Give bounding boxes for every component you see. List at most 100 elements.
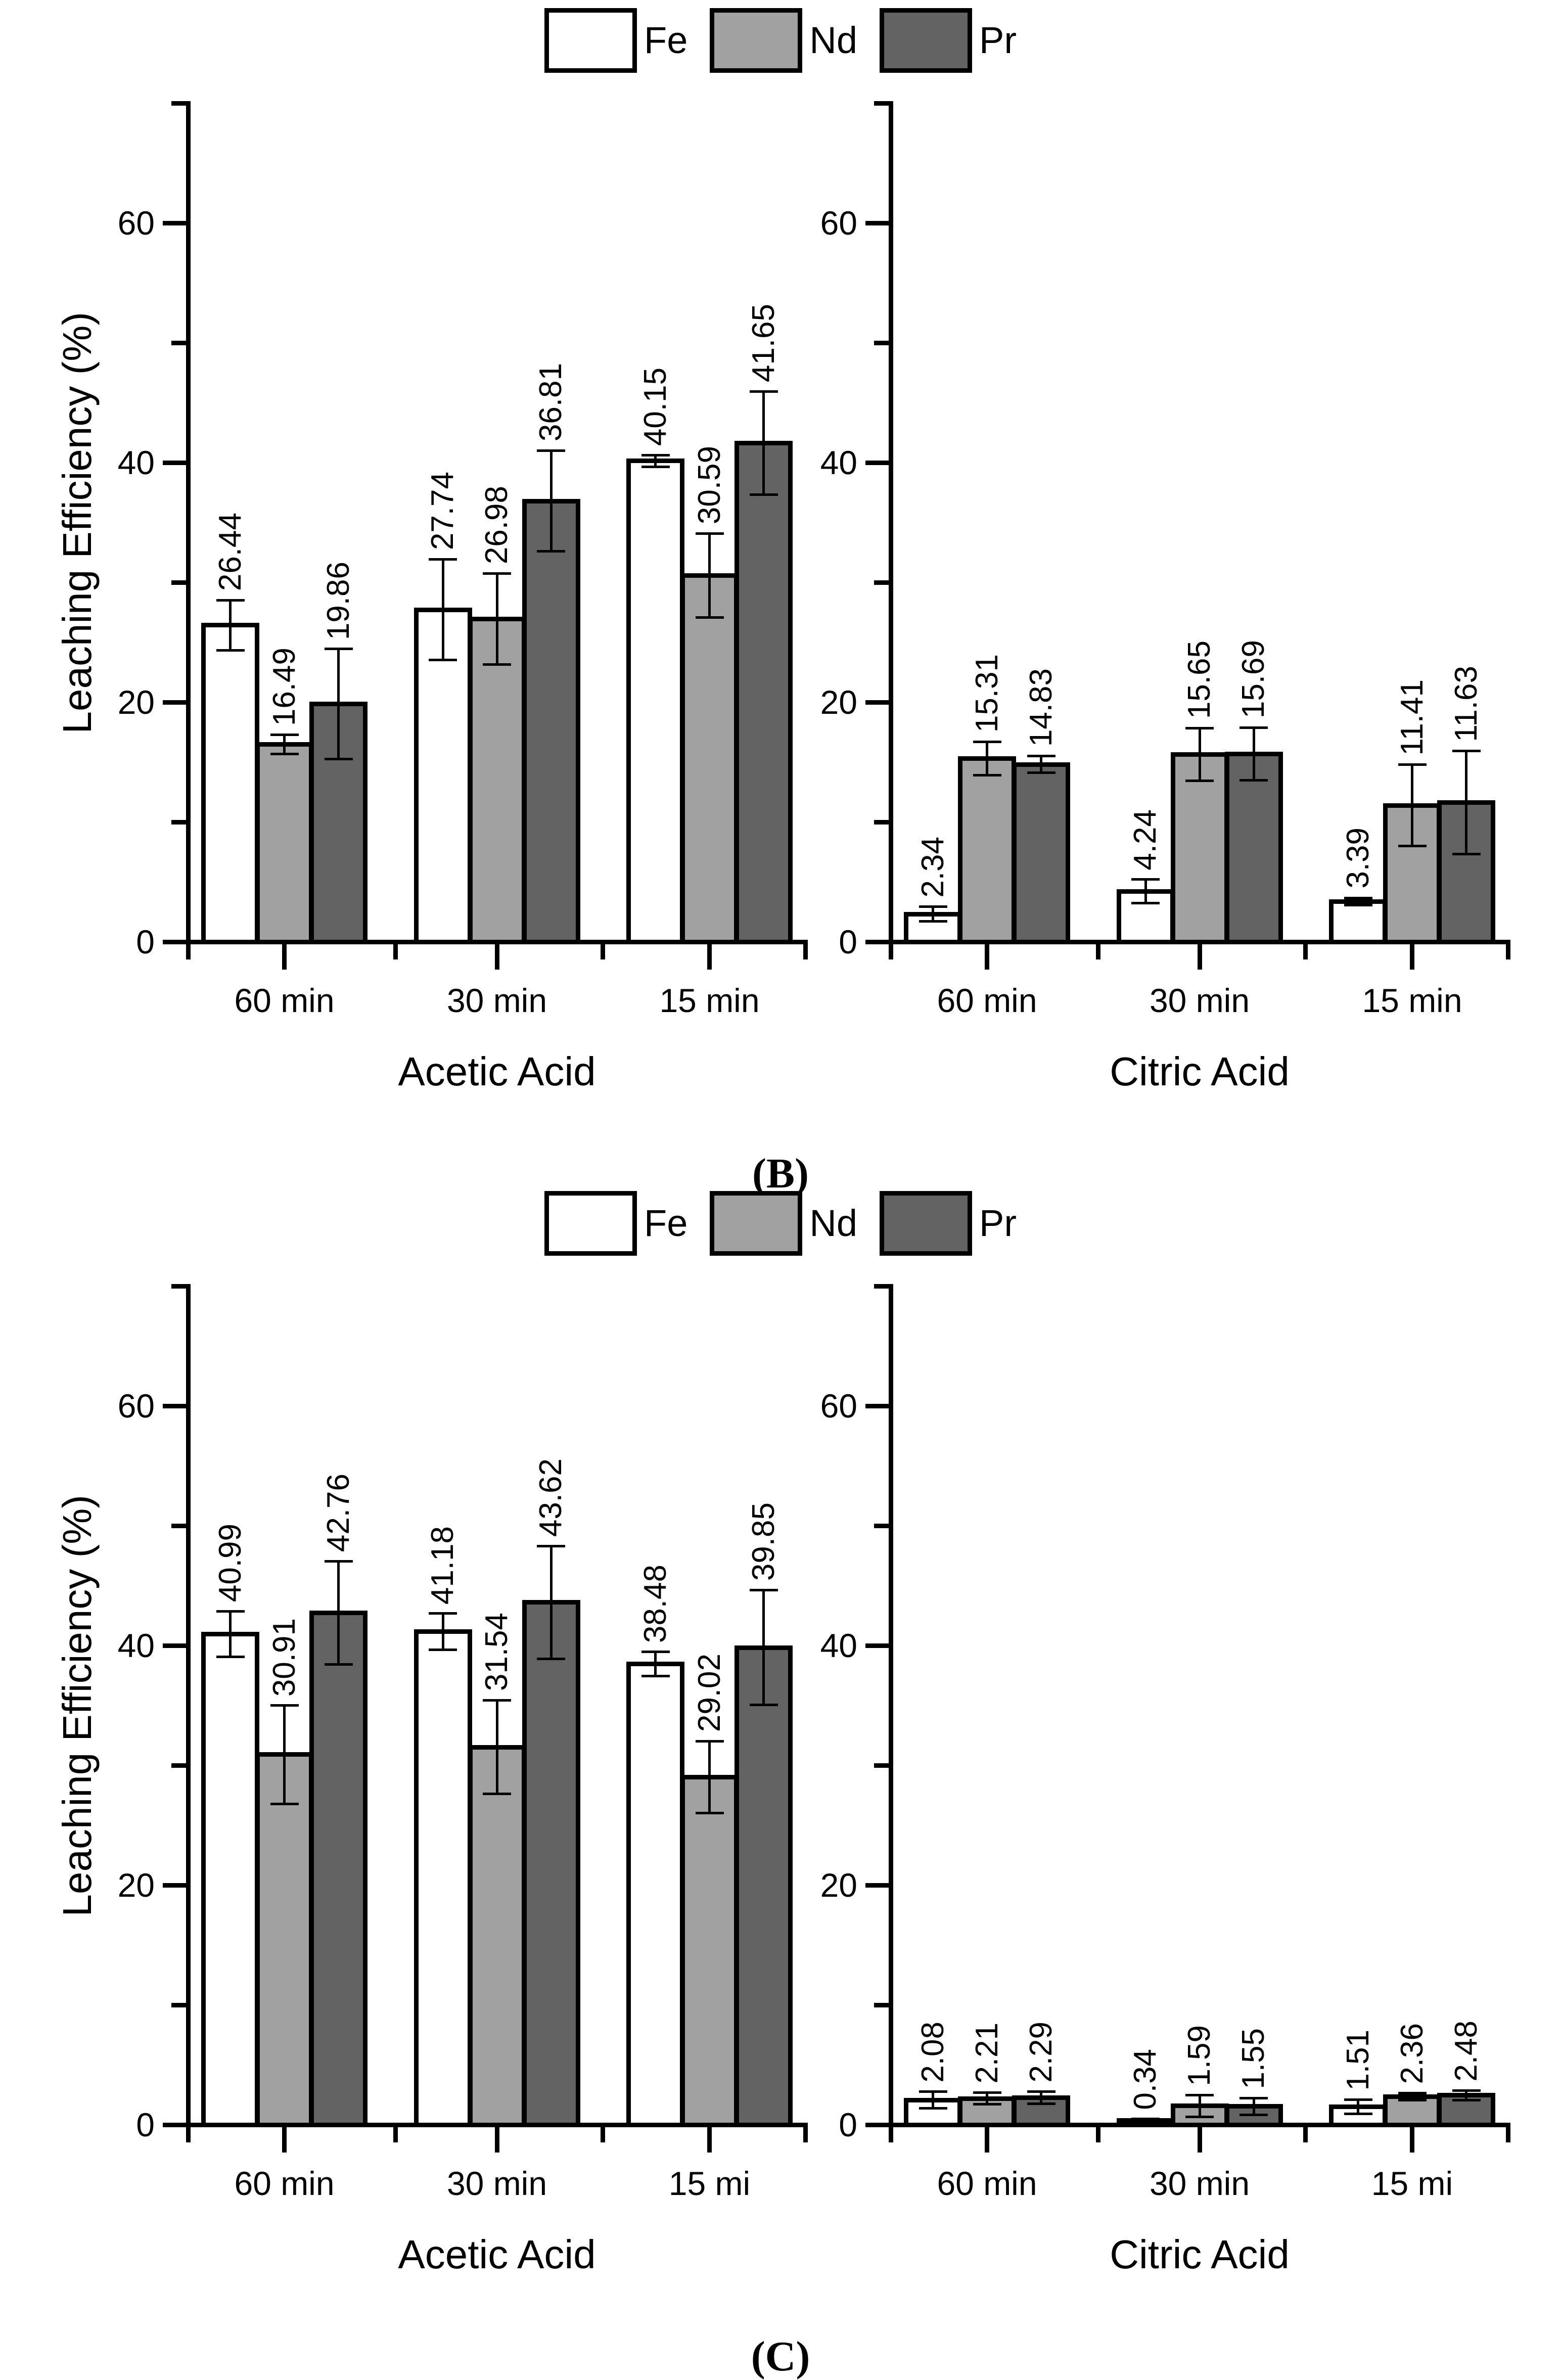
bar-value-label: 15.69 bbox=[1236, 640, 1271, 719]
bar-value-label: 2.34 bbox=[915, 837, 950, 898]
error-bar-cap bbox=[537, 550, 565, 553]
x-axis-major-tick bbox=[282, 944, 287, 970]
y-axis-line bbox=[186, 1284, 191, 2127]
y-tick-label: 20 bbox=[117, 1866, 155, 1904]
error-bar-cap bbox=[919, 2090, 947, 2093]
error-bar-cap bbox=[641, 466, 670, 469]
legend-item-nd: Nd bbox=[710, 1191, 857, 1256]
error-bar-cap bbox=[695, 1812, 724, 1815]
figure: Fe Nd Pr Leaching Efficiency (%) 0 20 40 60 60 … bbox=[0, 7, 1561, 2378]
bar-value-label: 19.86 bbox=[320, 561, 356, 640]
plot-area: 0 20 40 60 60 min 30 min 15 min 2.34 15.31 14.83 4… bbox=[820, 101, 1510, 1017]
bar-value-label: 29.02 bbox=[692, 1654, 727, 1732]
bar-value-label: 4.24 bbox=[1128, 809, 1163, 871]
y-axis-minor-tick bbox=[874, 101, 889, 106]
error-bar bbox=[986, 2092, 988, 2104]
y-axis-major-tick bbox=[163, 221, 186, 225]
error-bar-cap bbox=[1239, 2113, 1268, 2116]
legend-b: Fe Nd Pr bbox=[0, 7, 1561, 74]
error-bar-cap bbox=[1452, 2098, 1481, 2101]
y-axis-minor-tick bbox=[171, 820, 186, 825]
x-axis-major-tick bbox=[707, 944, 712, 970]
error-bar-cap bbox=[1344, 903, 1372, 906]
bar-value-label: 11.63 bbox=[1448, 666, 1484, 742]
error-bar-cap bbox=[537, 449, 565, 452]
x-axis-group-title: Citric Acid bbox=[1110, 2232, 1290, 2277]
bar-value-label: 2.48 bbox=[1448, 2020, 1484, 2082]
bar-pr-60-min bbox=[309, 702, 368, 944]
bar-value-label: 43.62 bbox=[533, 1458, 568, 1537]
bar-nd-60-min bbox=[958, 756, 1016, 944]
bar-fe-30-min bbox=[414, 607, 472, 944]
error-bar-cap bbox=[216, 649, 245, 652]
legend-item-fe: Fe bbox=[544, 8, 687, 73]
bar-value-label: 0.34 bbox=[1128, 2049, 1163, 2110]
x-axis-major-tick bbox=[1197, 944, 1202, 970]
error-bar-cap bbox=[324, 1663, 353, 1666]
bar-value-label: 14.83 bbox=[1023, 668, 1059, 747]
x-axis-major-tick bbox=[985, 944, 989, 970]
error-bar-cap bbox=[216, 1610, 245, 1613]
y-tick-label: 60 bbox=[820, 204, 857, 242]
error-bar bbox=[495, 573, 498, 665]
error-bar bbox=[1144, 879, 1147, 903]
x-axis-minor-tick bbox=[803, 2127, 808, 2142]
error-bar-cap bbox=[1027, 2102, 1055, 2105]
error-bar-cap bbox=[641, 453, 670, 456]
error-bar bbox=[762, 1590, 765, 1705]
y-tick-label: 20 bbox=[820, 683, 857, 721]
error-bar-cap bbox=[1344, 2098, 1372, 2101]
error-bar bbox=[986, 742, 988, 775]
x-axis-minor-tick bbox=[1096, 2127, 1100, 2142]
legend-item-fe: Fe bbox=[544, 1191, 687, 1256]
bar-fe-60-min bbox=[201, 623, 259, 944]
y-axis-major-tick bbox=[865, 940, 889, 944]
bar-nd-15-mi bbox=[680, 1775, 739, 2127]
error-bar bbox=[1465, 751, 1467, 854]
y-tick-label: 40 bbox=[820, 1627, 857, 1664]
x-category-label: 60 min bbox=[937, 2165, 1037, 2202]
x-axis-minor-tick bbox=[1303, 2127, 1308, 2142]
bar-value-label: 3.39 bbox=[1340, 828, 1375, 889]
error-bar-cap bbox=[429, 1612, 457, 1615]
y-axis-title: Leaching Efficiency (%) bbox=[55, 1494, 100, 1917]
x-axis-minor-tick bbox=[393, 2127, 398, 2142]
legend-c: Fe Nd Pr bbox=[0, 1190, 1561, 1257]
legend-label-fe: Fe bbox=[644, 19, 688, 61]
error-bar-cap bbox=[1398, 2099, 1427, 2102]
x-category-label: 30 min bbox=[1149, 982, 1250, 1019]
y-axis-major-tick bbox=[163, 940, 186, 944]
y-axis-minor-tick bbox=[171, 580, 186, 585]
error-bar bbox=[932, 2091, 934, 2109]
bar-value-label: 16.49 bbox=[266, 647, 302, 726]
x-category-label: 60 min bbox=[937, 982, 1037, 1019]
y-axis-minor-tick bbox=[874, 1524, 889, 1528]
bar-nd-15-min bbox=[680, 573, 739, 944]
x-axis-minor-tick bbox=[1096, 944, 1100, 959]
y-axis-minor-tick bbox=[874, 1284, 889, 1289]
bar-value-label: 2.21 bbox=[969, 2022, 1004, 2084]
plot-column: 0 20 40 60 60 min 30 min 15 min 26.44 16.49 19.86… bbox=[118, 101, 808, 1092]
error-bar bbox=[441, 559, 444, 660]
bar-fe-30-min bbox=[414, 1629, 472, 2127]
error-bar bbox=[654, 455, 657, 467]
error-bar bbox=[549, 450, 553, 552]
error-bar-cap bbox=[270, 1802, 299, 1805]
error-bar bbox=[1411, 764, 1413, 846]
bar-value-label: 2.29 bbox=[1023, 2021, 1059, 2083]
y-tick-label: 40 bbox=[117, 444, 155, 481]
legend-item-nd: Nd bbox=[710, 8, 857, 73]
x-axis-minor-tick bbox=[803, 944, 808, 959]
y-axis-title-column: Leaching Efficiency (%) bbox=[39, 1284, 115, 2127]
plot-column: 0 20 40 60 60 min 30 min 15 mi 2.08 2.21 2.29 0.34… bbox=[820, 1284, 1510, 2277]
y-axis-major-tick bbox=[865, 700, 889, 705]
plot-area: 0 20 40 60 60 min 30 min 15 mi 40.99 30.91 42.76 4… bbox=[118, 1284, 808, 2200]
x-axis-group-title: Acetic Acid bbox=[398, 2232, 596, 2277]
bar-value-label: 42.76 bbox=[320, 1474, 356, 1552]
legend-swatch-pr bbox=[879, 8, 972, 73]
legend-swatch-nd bbox=[710, 1191, 803, 1256]
bar-pr-60-min bbox=[1012, 762, 1070, 944]
error-bar bbox=[1411, 2093, 1413, 2100]
error-bar-cap bbox=[1239, 779, 1268, 782]
error-bar-cap bbox=[270, 734, 299, 737]
